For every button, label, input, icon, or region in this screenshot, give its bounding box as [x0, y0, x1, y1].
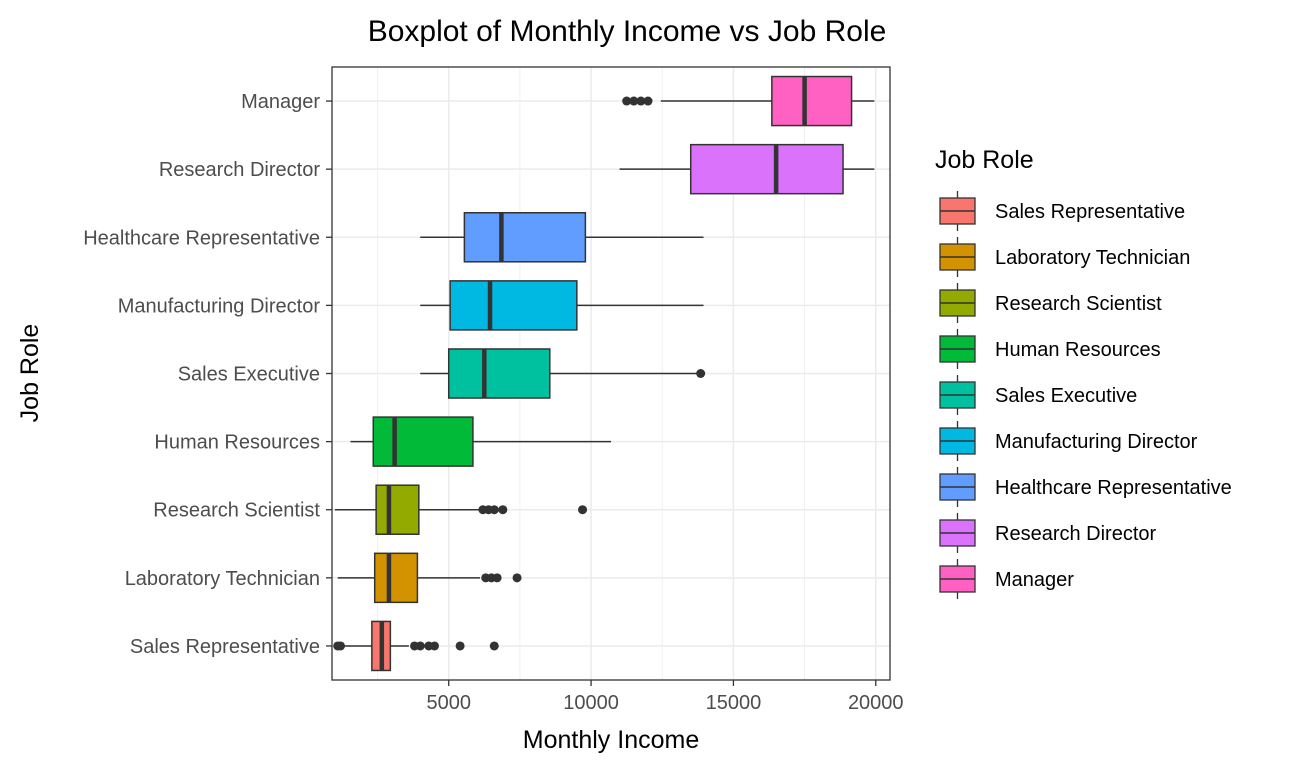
outlier-point [429, 641, 439, 651]
chart-title: Boxplot of Monthly Income vs Job Role [368, 15, 887, 48]
outlier-point [636, 96, 646, 106]
y-tick-label: Sales Representative [130, 636, 320, 658]
legend-item: Human Resources [939, 329, 1161, 369]
legend-label: Healthcare Representative [995, 477, 1232, 499]
y-tick-label: Healthcare Representative [83, 227, 320, 249]
box-iqr [463, 212, 587, 263]
x-axis: 5000 10000 15000 20000 [426, 680, 904, 714]
outlier-point [512, 573, 522, 583]
legend-item: Healthcare Representative [939, 467, 1232, 507]
x-tick-label: 15000 [706, 692, 762, 714]
legend-item: Manager [939, 559, 1074, 599]
legend-label: Manufacturing Director [995, 431, 1198, 453]
box-group [333, 620, 499, 672]
box-group [420, 280, 704, 331]
plot-area [331, 66, 891, 681]
box-iqr [372, 416, 474, 467]
outlier-point [643, 96, 653, 106]
outlier-point [492, 573, 502, 583]
legend-label: Laboratory Technician [995, 247, 1190, 269]
legend-title: Job Role [935, 146, 1034, 174]
box-iqr [689, 143, 844, 195]
y-axis: Sales Representative Laboratory Technicia… [83, 91, 332, 658]
y-tick-label: Sales Executive [178, 364, 320, 386]
box-iqr [375, 484, 420, 535]
box-group [350, 416, 611, 467]
box-iqr [449, 280, 578, 331]
y-tick-label: Manufacturing Director [118, 295, 321, 317]
y-tick-label: Research Scientist [153, 500, 320, 522]
boxes [333, 75, 875, 672]
outlier-point [489, 641, 499, 651]
outlier-point [498, 505, 508, 515]
legend-label: Research Director [995, 523, 1157, 545]
legend-item: Research Director [939, 513, 1157, 553]
box-group [619, 143, 875, 195]
outlier-point [336, 641, 346, 651]
outlier-point [489, 505, 499, 515]
y-tick-label: Research Director [159, 159, 321, 181]
outlier-point [455, 641, 465, 651]
legend-label: Research Scientist [995, 293, 1162, 315]
y-tick-label: Human Resources [154, 432, 320, 454]
box-group [420, 212, 704, 263]
box-iqr [447, 348, 551, 399]
outlier-point [629, 96, 639, 106]
outlier-point [578, 505, 588, 515]
outlier-point [415, 641, 425, 651]
legend-label: Manager [995, 569, 1074, 591]
box-group [334, 484, 588, 535]
legend-item: Research Scientist [939, 283, 1162, 323]
legend-item: Sales Executive [939, 375, 1137, 415]
y-axis-title: Job Role [16, 324, 44, 423]
outlier-point [622, 96, 632, 106]
box-iqr [771, 75, 853, 127]
outlier-point [696, 369, 706, 378]
legend: Job Role Sales Representative Laboratory … [935, 146, 1232, 599]
legend-items: Sales Representative Laboratory Technicia… [939, 191, 1232, 599]
x-tick-label: 20000 [848, 692, 904, 714]
x-tick-label: 10000 [563, 692, 619, 714]
box-group [622, 75, 875, 127]
legend-item: Manufacturing Director [939, 421, 1198, 461]
legend-item: Laboratory Technician [939, 237, 1190, 277]
legend-label: Sales Executive [995, 385, 1137, 407]
legend-label: Human Resources [995, 339, 1161, 361]
legend-item: Sales Representative [939, 191, 1185, 231]
legend-label: Sales Representative [995, 201, 1185, 223]
y-tick-label: Laboratory Technician [125, 568, 320, 590]
x-axis-title: Monthly Income [523, 726, 699, 754]
box-group [337, 552, 522, 604]
x-tick-label: 5000 [426, 692, 471, 714]
box-group [420, 348, 706, 399]
box-iqr [373, 552, 419, 604]
y-tick-label: Manager [241, 91, 320, 113]
